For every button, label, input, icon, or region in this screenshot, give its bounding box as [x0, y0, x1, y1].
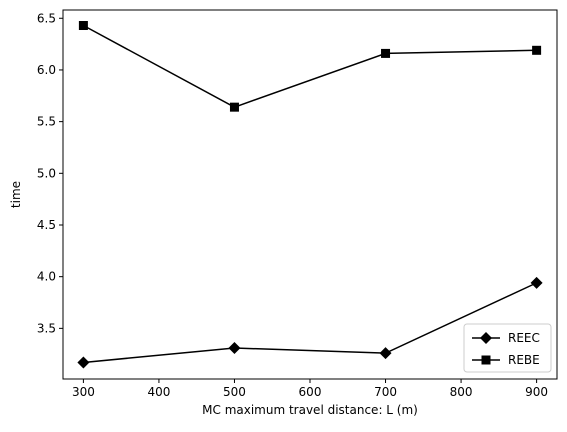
data-point-reec-500 — [228, 341, 241, 354]
legend-marker-reec — [480, 332, 492, 344]
series-line-reec — [83, 282, 537, 364]
legend-label-rebe: REBE — [508, 353, 540, 367]
x-tick-label-500: 500 — [223, 385, 246, 399]
x-tick-label-800: 800 — [450, 385, 473, 399]
y-tick-label-6.5: 6.5 — [37, 11, 56, 25]
data-point-rebe-500 — [229, 102, 239, 112]
data-point-reec-700 — [379, 347, 392, 360]
x-axis-title: MC maximum travel distance: L (m) — [202, 403, 418, 417]
x-tick-label-700: 700 — [374, 385, 397, 399]
data-point-rebe-700 — [381, 48, 391, 58]
y-tick-label-5: 5.0 — [37, 166, 56, 180]
y-tick-label-3.5: 3.5 — [37, 321, 56, 335]
x-tick-label-300: 300 — [72, 385, 95, 399]
data-point-rebe-300 — [78, 21, 88, 31]
y-tick-label-4.5: 4.5 — [37, 218, 56, 232]
y-tick-label-4: 4.0 — [37, 270, 56, 284]
data-point-reec-300 — [77, 356, 90, 369]
series-line-rebe — [83, 24, 537, 108]
legend-label-reec: REEC — [508, 331, 540, 345]
data-point-rebe-900 — [532, 45, 542, 55]
x-tick-label-900: 900 — [525, 385, 548, 399]
y-tick-label-5.5: 5.5 — [37, 115, 56, 129]
x-tick-label-600: 600 — [299, 385, 322, 399]
x-tick-label-400: 400 — [147, 385, 170, 399]
data-point-reec-900 — [530, 276, 543, 289]
y-tick-label-6: 6.0 — [37, 63, 56, 77]
y-axis-title: time — [9, 181, 23, 208]
legend-marker-rebe — [481, 355, 491, 365]
legend: REEC REBE — [463, 323, 552, 373]
